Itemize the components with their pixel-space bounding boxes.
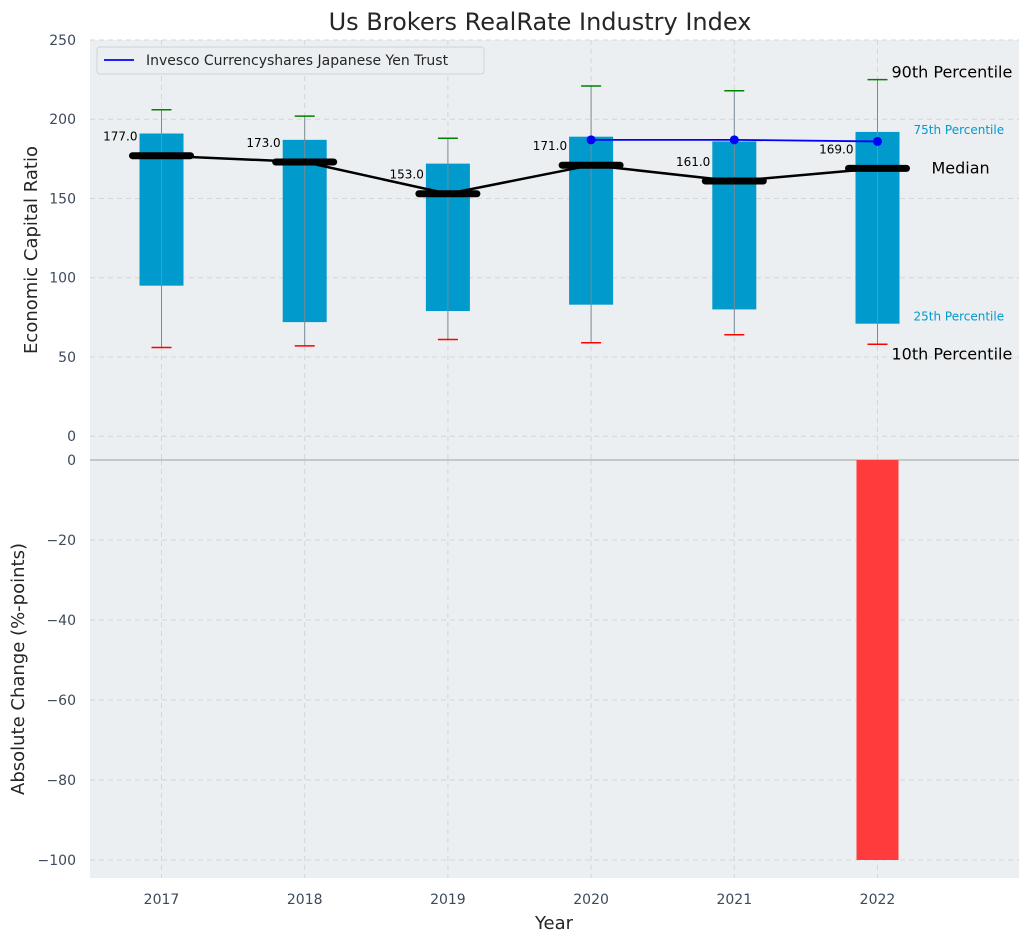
top-y-tick-label: 100 xyxy=(49,271,76,287)
bottom-y-axis-title: Absolute Change (%-points) xyxy=(8,543,29,795)
x-tick-label: 2021 xyxy=(716,892,752,908)
median-data-label: 171.0 xyxy=(533,139,567,153)
median-data-label: 161.0 xyxy=(676,155,710,169)
top-y-tick-label: 200 xyxy=(49,112,76,128)
x-ticks: 2017 2018 2019 2020 2021 2022 xyxy=(144,892,896,908)
bottom-y-tick-label: −20 xyxy=(46,533,76,549)
top-y-tick-label: 0 xyxy=(67,429,76,445)
bottom-panel: 0−20−40−60−80−100 2017 2018 2019 2020 2021 20… xyxy=(38,453,1019,908)
bottom-y-tick-label: −60 xyxy=(46,693,76,709)
top-y-tick-label: 250 xyxy=(49,33,76,49)
median-data-label: 169.0 xyxy=(819,142,853,156)
bottom-y-tick-label: 0 xyxy=(67,453,76,469)
comparison-series xyxy=(586,135,882,146)
top-panel: 0 50 100 150 200 250 177.0 173.0 153.0 171.0 161.… xyxy=(49,33,1019,460)
series-point xyxy=(586,135,596,145)
annotation-p75: 75th Percentile xyxy=(914,123,1005,137)
bottom-y-tick-label: −80 xyxy=(46,773,76,789)
annotation-p90: 90th Percentile xyxy=(892,63,1013,82)
x-tick-label: 2020 xyxy=(573,892,609,908)
top-y-axis-title: Economic Capital Ratio xyxy=(21,146,42,354)
median-series: 177.0 173.0 153.0 171.0 161.0 169.0 xyxy=(103,130,910,198)
median-data-label: 153.0 xyxy=(390,168,424,182)
bottom-bars xyxy=(856,460,899,860)
bottom-y-tick-label: −40 xyxy=(46,613,76,629)
chart-title: Us Brokers RealRate Industry Index xyxy=(329,8,752,36)
legend: Invesco Currencyshares Japanese Yen Trus… xyxy=(96,46,485,75)
bottom-y-ticks: 0 −20 −40 −60 −80 −100 xyxy=(38,453,76,869)
annotation-median: Median xyxy=(932,158,990,177)
percentile-annotations: 90th Percentile 75th Percentile Median 25th… xyxy=(892,63,1013,364)
annotation-p10: 10th Percentile xyxy=(892,344,1013,363)
top-y-ticks: 0 50 100 150 200 250 xyxy=(49,33,76,445)
x-axis-title: Year xyxy=(534,913,574,934)
bottom-y-tick-label: −100 xyxy=(38,853,76,869)
x-tick-label: 2018 xyxy=(287,892,323,908)
legend-frame xyxy=(96,46,485,75)
x-tick-label: 2019 xyxy=(430,892,466,908)
x-tick-label: 2017 xyxy=(144,892,180,908)
series-point xyxy=(729,135,739,145)
annotation-p25: 25th Percentile xyxy=(914,310,1005,324)
top-y-tick-label: 50 xyxy=(58,350,76,366)
x-tick-label: 2022 xyxy=(860,892,896,908)
legend-label: Invesco Currencyshares Japanese Yen Trus… xyxy=(146,53,449,69)
median-data-label: 177.0 xyxy=(103,130,137,144)
series-point xyxy=(873,136,882,146)
change-bar xyxy=(856,460,899,860)
median-data-label: 173.0 xyxy=(246,136,280,150)
top-y-tick-label: 150 xyxy=(49,191,76,207)
